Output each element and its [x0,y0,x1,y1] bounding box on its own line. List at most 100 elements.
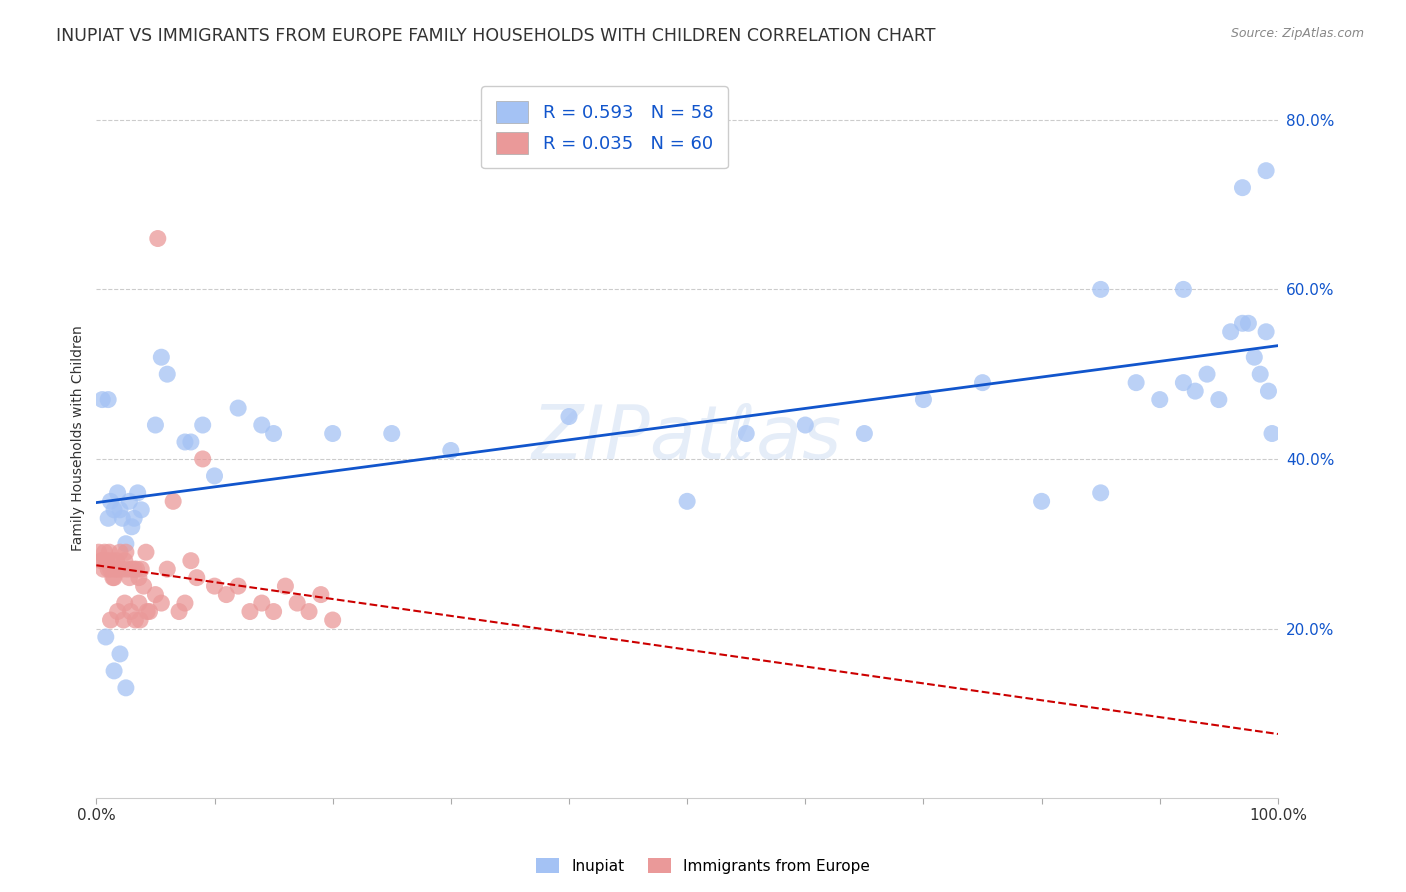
Point [114,554,136,568]
Point [118,494,141,508]
Text: ZIPatℓas: ZIPatℓas [531,401,842,474]
Point [97,562,120,576]
Point [136,605,159,619]
Point [94,554,117,568]
Point [115,681,138,695]
Point [98,545,121,559]
Point [111,511,134,525]
Point [180,554,202,568]
Point [94,630,117,644]
Legend: R = 0.593   N = 58, R = 0.035   N = 60: R = 0.593 N = 58, R = 0.035 N = 60 [481,87,728,169]
Point [250,596,273,610]
Point [440,443,463,458]
Point [191,417,214,432]
Point [90,554,112,568]
Point [174,596,197,610]
Y-axis label: Family Households with Children: Family Households with Children [72,325,86,550]
Point [114,596,136,610]
Point [97,511,120,525]
Point [1249,367,1271,381]
Point [1149,392,1171,407]
Point [115,537,138,551]
Point [100,613,122,627]
Point [93,562,115,576]
Point [128,571,150,585]
Point [853,426,876,441]
Point [122,511,145,525]
Point [1173,376,1195,390]
Point [120,605,142,619]
Point [135,545,157,559]
Point [108,503,131,517]
Point [97,392,120,407]
Point [204,469,226,483]
Point [129,503,152,517]
Point [100,554,122,568]
Point [103,503,125,517]
Text: INUPIAT VS IMMIGRANTS FROM EUROPE FAMILY HOUSEHOLDS WITH CHILDREN CORRELATION CH: INUPIAT VS IMMIGRANTS FROM EUROPE FAMILY… [56,27,936,45]
Point [1219,325,1241,339]
Point [1090,486,1112,500]
Point [115,545,138,559]
Point [226,401,249,415]
Point [108,545,131,559]
Point [96,554,118,568]
Point [125,562,148,576]
Point [1232,180,1254,194]
Point [145,417,167,432]
Point [107,486,129,500]
Point [1257,384,1279,398]
Point [128,596,150,610]
Point [129,613,152,627]
Point [1031,494,1053,508]
Point [91,392,114,407]
Point [100,494,122,508]
Point [101,571,124,585]
Point [127,486,149,500]
Point [191,452,214,467]
Point [100,562,122,576]
Legend: Inupiat, Immigrants from Europe: Inupiat, Immigrants from Europe [530,852,876,880]
Point [285,596,308,610]
Point [676,494,699,508]
Point [972,376,994,390]
Point [794,417,817,432]
Point [1195,367,1218,381]
Point [122,562,145,576]
Point [91,554,114,568]
Point [167,605,190,619]
Point [1256,325,1278,339]
Point [129,562,152,576]
Point [156,562,179,576]
Point [108,647,131,661]
Point [1208,392,1230,407]
Point [735,426,758,441]
Point [107,605,129,619]
Point [558,409,581,424]
Point [146,231,169,245]
Point [150,596,173,610]
Point [132,579,155,593]
Point [150,350,173,364]
Point [309,588,332,602]
Point [180,435,202,450]
Point [381,426,404,441]
Point [1256,163,1278,178]
Point [1173,282,1195,296]
Point [1243,350,1265,364]
Point [239,605,262,619]
Point [215,588,238,602]
Point [118,571,141,585]
Point [1261,426,1284,441]
Point [156,367,179,381]
Point [263,426,285,441]
Point [93,545,115,559]
Point [121,562,143,576]
Point [1237,316,1260,330]
Point [121,520,143,534]
Point [274,579,297,593]
Point [87,545,110,559]
Point [107,562,129,576]
Point [912,392,935,407]
Text: Source: ZipAtlas.com: Source: ZipAtlas.com [1230,27,1364,40]
